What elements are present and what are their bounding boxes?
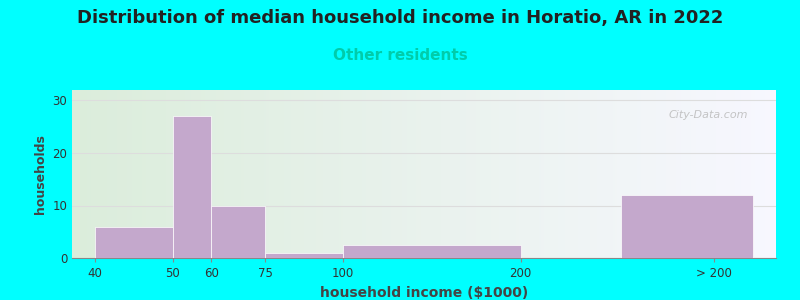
Bar xyxy=(173,116,211,258)
Text: Other residents: Other residents xyxy=(333,48,467,63)
Bar xyxy=(266,253,342,258)
Bar xyxy=(211,206,266,258)
Text: City-Data.com: City-Data.com xyxy=(668,110,748,120)
Bar xyxy=(622,195,753,258)
X-axis label: household income ($1000): household income ($1000) xyxy=(320,286,528,300)
Bar xyxy=(95,226,173,258)
Text: Distribution of median household income in Horatio, AR in 2022: Distribution of median household income … xyxy=(77,9,723,27)
Y-axis label: households: households xyxy=(34,134,46,214)
Bar xyxy=(342,245,521,258)
